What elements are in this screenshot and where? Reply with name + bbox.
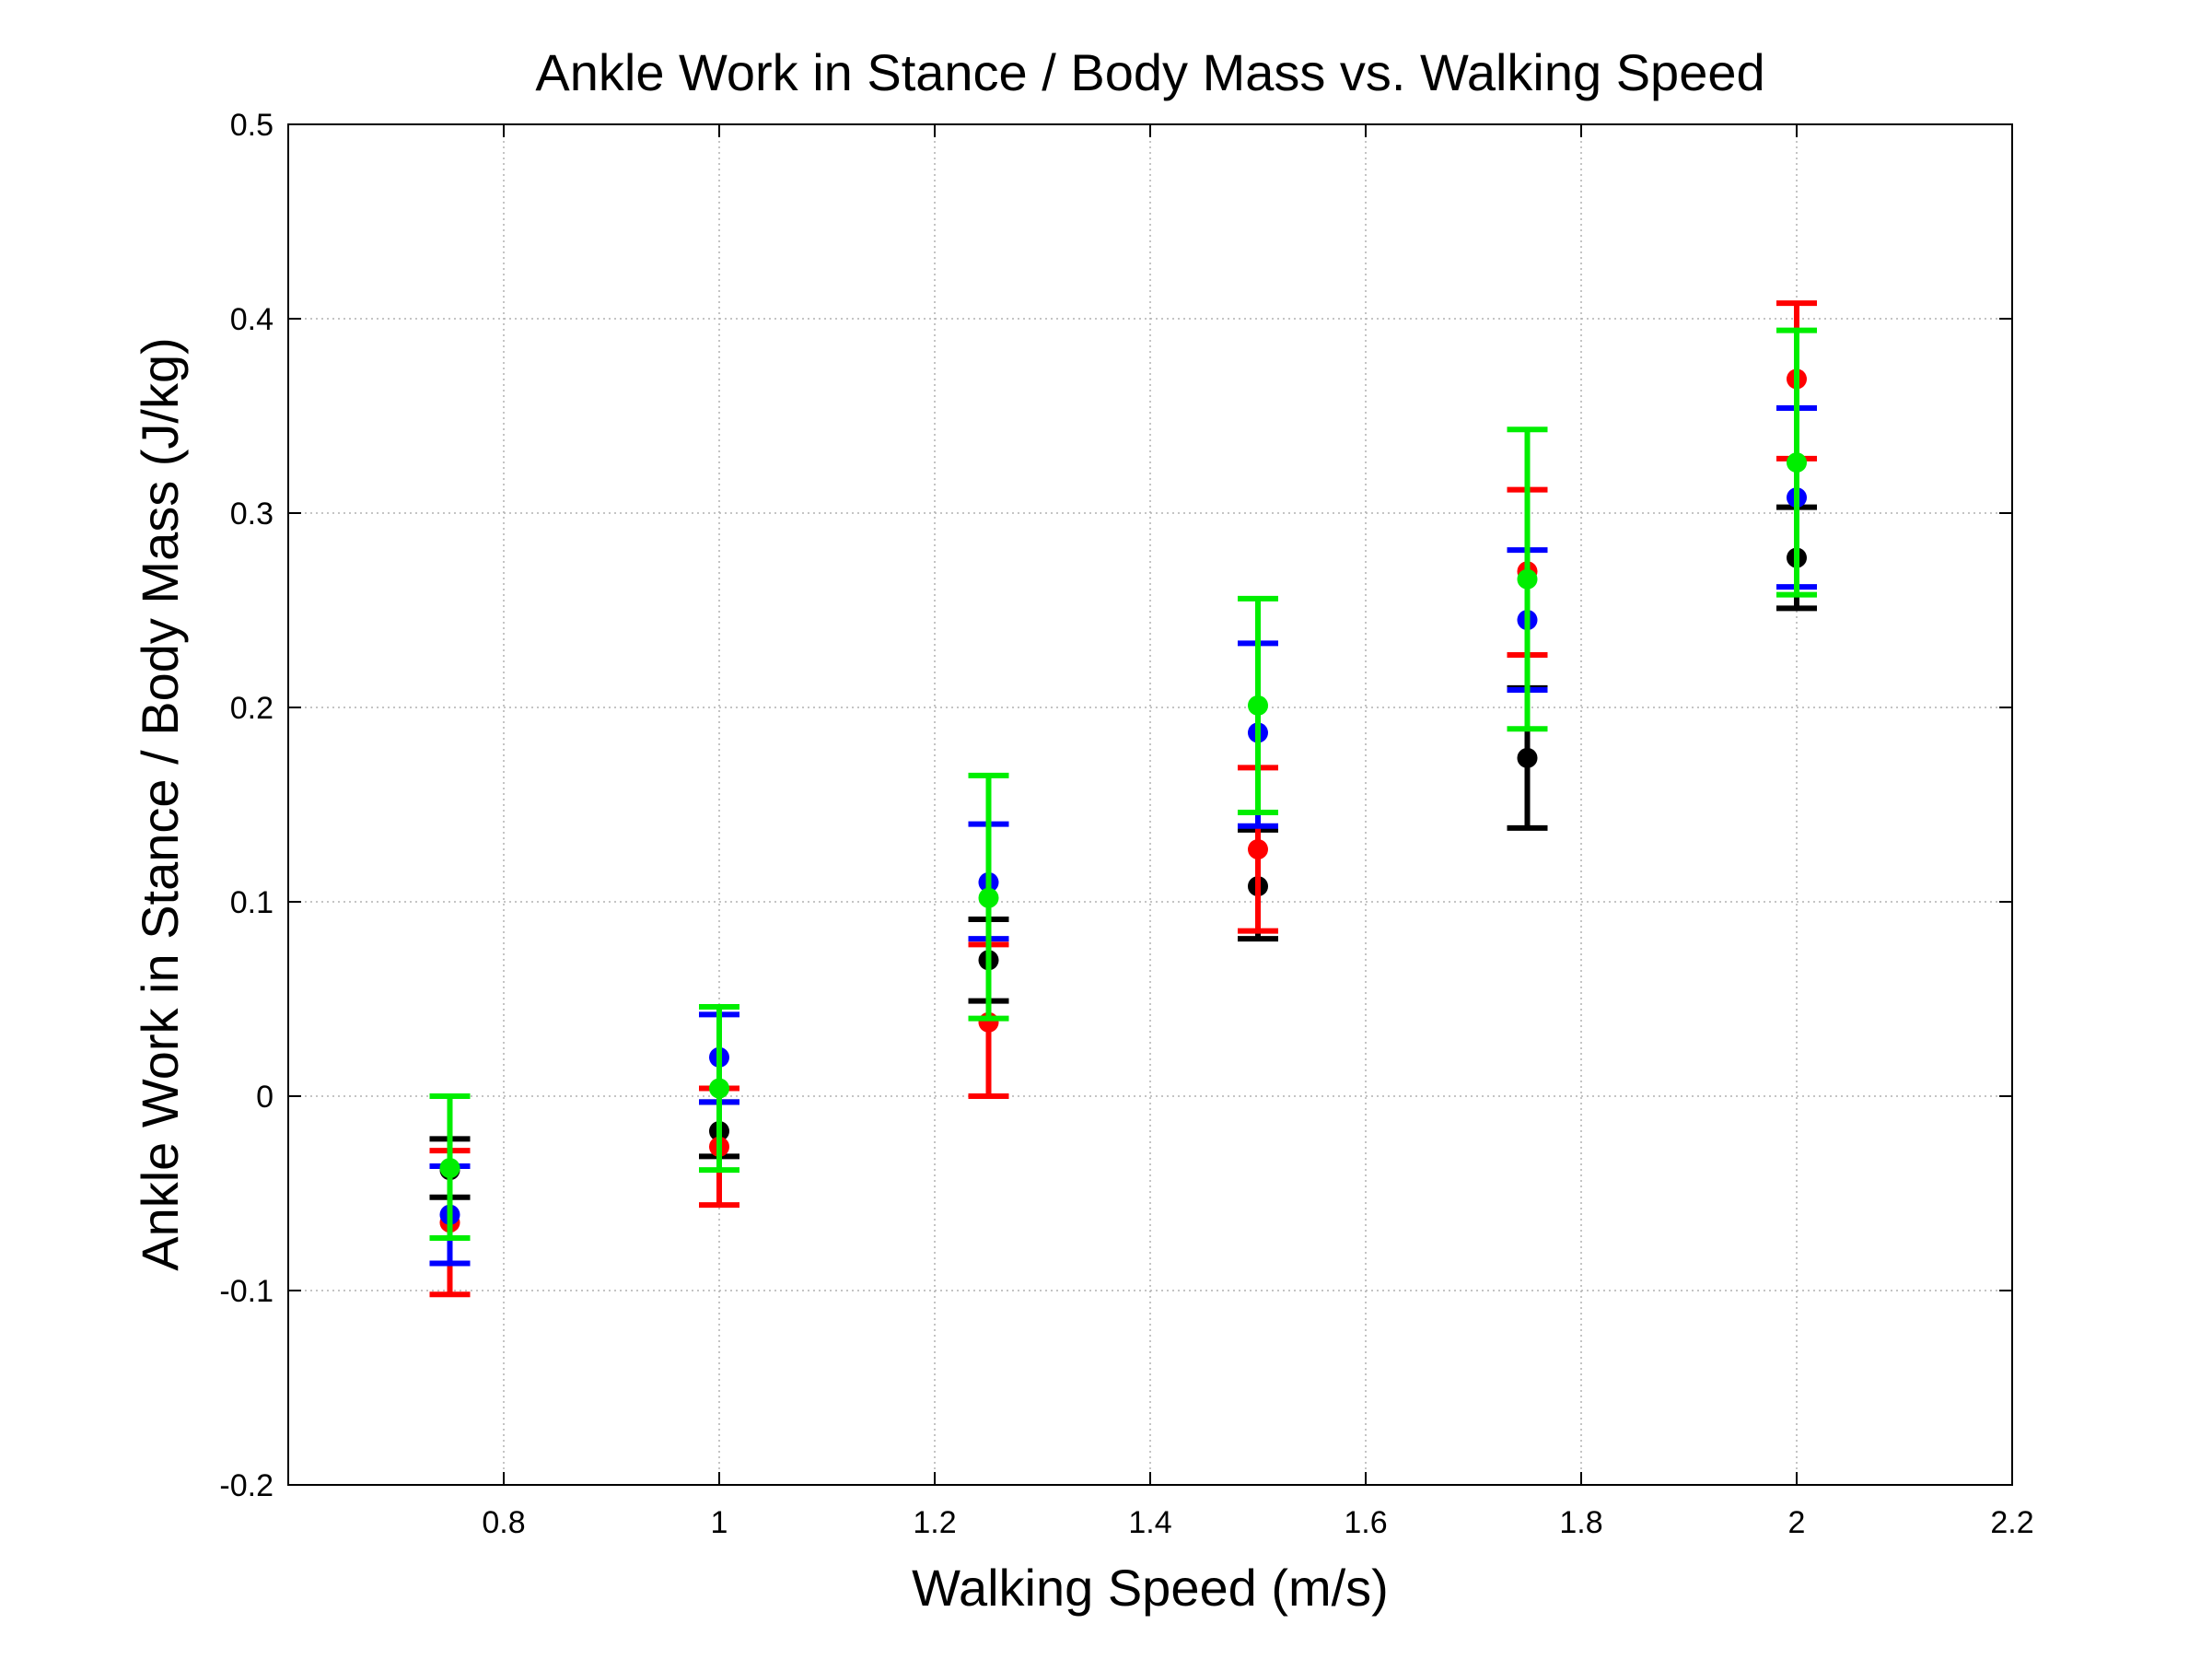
y-tick-label: 0.3 — [230, 497, 274, 532]
y-tick-label: 0.5 — [230, 108, 274, 143]
data-point — [1248, 839, 1268, 859]
y-tick-label: -0.2 — [219, 1468, 274, 1503]
y-tick-label: 0 — [256, 1080, 274, 1115]
x-tick-label: 1 — [711, 1505, 728, 1540]
y-axis-label: Ankle Work in Stance / Body Mass (J/kg) — [131, 337, 189, 1271]
y-tick-label: 0.2 — [230, 691, 274, 726]
x-tick-label: 1.8 — [1559, 1505, 1602, 1540]
chart-title: Ankle Work in Stance / Body Mass vs. Wal… — [535, 43, 1764, 101]
x-tick-label: 1.4 — [1128, 1505, 1171, 1540]
data-point — [440, 1158, 460, 1178]
data-point — [709, 1079, 729, 1099]
y-tick-label: -0.1 — [219, 1274, 274, 1309]
x-tick-label: 1.2 — [913, 1505, 956, 1540]
x-tick-label: 0.8 — [482, 1505, 525, 1540]
y-tick-label: 0.1 — [230, 885, 274, 920]
data-point — [1518, 569, 1538, 590]
x-axis-label: Walking Speed (m/s) — [912, 1559, 1389, 1617]
data-point — [979, 888, 999, 908]
x-tick-label: 2 — [1788, 1505, 1806, 1540]
data-point — [1248, 695, 1268, 716]
x-tick-label: 2.2 — [1990, 1505, 2033, 1540]
data-point — [1787, 452, 1807, 473]
x-tick-label: 1.6 — [1344, 1505, 1387, 1540]
y-tick-label: 0.4 — [230, 302, 274, 337]
data-point — [1518, 748, 1538, 768]
